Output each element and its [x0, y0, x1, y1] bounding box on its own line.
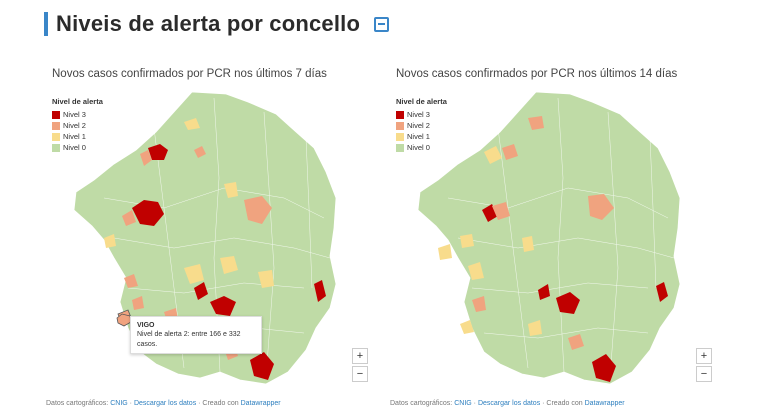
galicia-land [73, 91, 337, 385]
datawrapper-link[interactable]: Datawrapper [240, 400, 281, 407]
legend-item-nivel-0: Nivel 0 [396, 142, 447, 153]
legend-item-nivel-3: Nivel 3 [396, 109, 447, 120]
legend-title: Nivel de alerta [52, 97, 103, 106]
minus-icon [378, 23, 386, 25]
legend-item-nivel-1: Nivel 1 [52, 131, 103, 142]
legend-item-nivel-0: Nivel 0 [52, 142, 103, 153]
zoom-out-button[interactable]: − [696, 366, 712, 382]
header-accent-bar [44, 12, 48, 36]
zoom-in-button[interactable]: + [352, 348, 368, 364]
legend: Nivel de alerta Nivel 3 Nivel 2 Nivel 1 … [396, 97, 447, 153]
cnig-link[interactable]: CNIG [454, 400, 472, 407]
legend: Nivel de alerta Nivel 3 Nivel 2 Nivel 1 … [52, 97, 103, 153]
map-subtitle: Novos casos confirmados por PCR nos últi… [396, 68, 678, 80]
zoom-controls: + − [696, 348, 712, 384]
map-panel-14-days: Novos casos confirmados por PCR nos últi… [388, 60, 722, 415]
zoom-out-button[interactable]: − [352, 366, 368, 382]
alert-regions [438, 116, 668, 382]
cnig-link[interactable]: CNIG [110, 400, 128, 407]
tooltip-title: VIGO [137, 322, 155, 329]
map-tooltip: VIGO Nivel de alerta 2: entre 166 e 332 … [130, 316, 262, 355]
tooltip-text: Nivel de alerta 2: entre 166 e 332 casos… [137, 331, 241, 348]
zoom-in-button[interactable]: + [696, 348, 712, 364]
legend-title: Nivel de alerta [396, 97, 447, 106]
legend-item-nivel-2: Nivel 2 [52, 120, 103, 131]
collapse-button[interactable] [374, 16, 390, 32]
map-footer: Datos cartográficos: CNIG · Descargar lo… [46, 400, 281, 407]
section-header: Niveis de alerta por concello [44, 10, 390, 38]
download-data-link[interactable]: Descargar los datos [477, 400, 541, 407]
municipality-borders [103, 97, 331, 379]
galicia-map[interactable] [388, 88, 722, 388]
legend-item-nivel-2: Nivel 2 [396, 120, 447, 131]
legend-item-nivel-3: Nivel 3 [52, 109, 103, 120]
legend-item-nivel-1: Nivel 1 [396, 131, 447, 142]
map-footer: Datos cartográficos: CNIG · Descargar lo… [390, 400, 625, 407]
datawrapper-link[interactable]: Datawrapper [584, 400, 625, 407]
galicia-map[interactable] [44, 88, 378, 388]
map-panel-7-days: Novos casos confirmados por PCR nos últi… [44, 60, 378, 415]
galicia-land [417, 91, 681, 385]
page-title: Niveis de alerta por concello [56, 11, 361, 36]
map-subtitle: Novos casos confirmados por PCR nos últi… [52, 68, 327, 80]
municipality-borders [447, 97, 675, 379]
download-data-link[interactable]: Descargar los datos [133, 400, 197, 407]
zoom-controls: + − [352, 348, 368, 384]
